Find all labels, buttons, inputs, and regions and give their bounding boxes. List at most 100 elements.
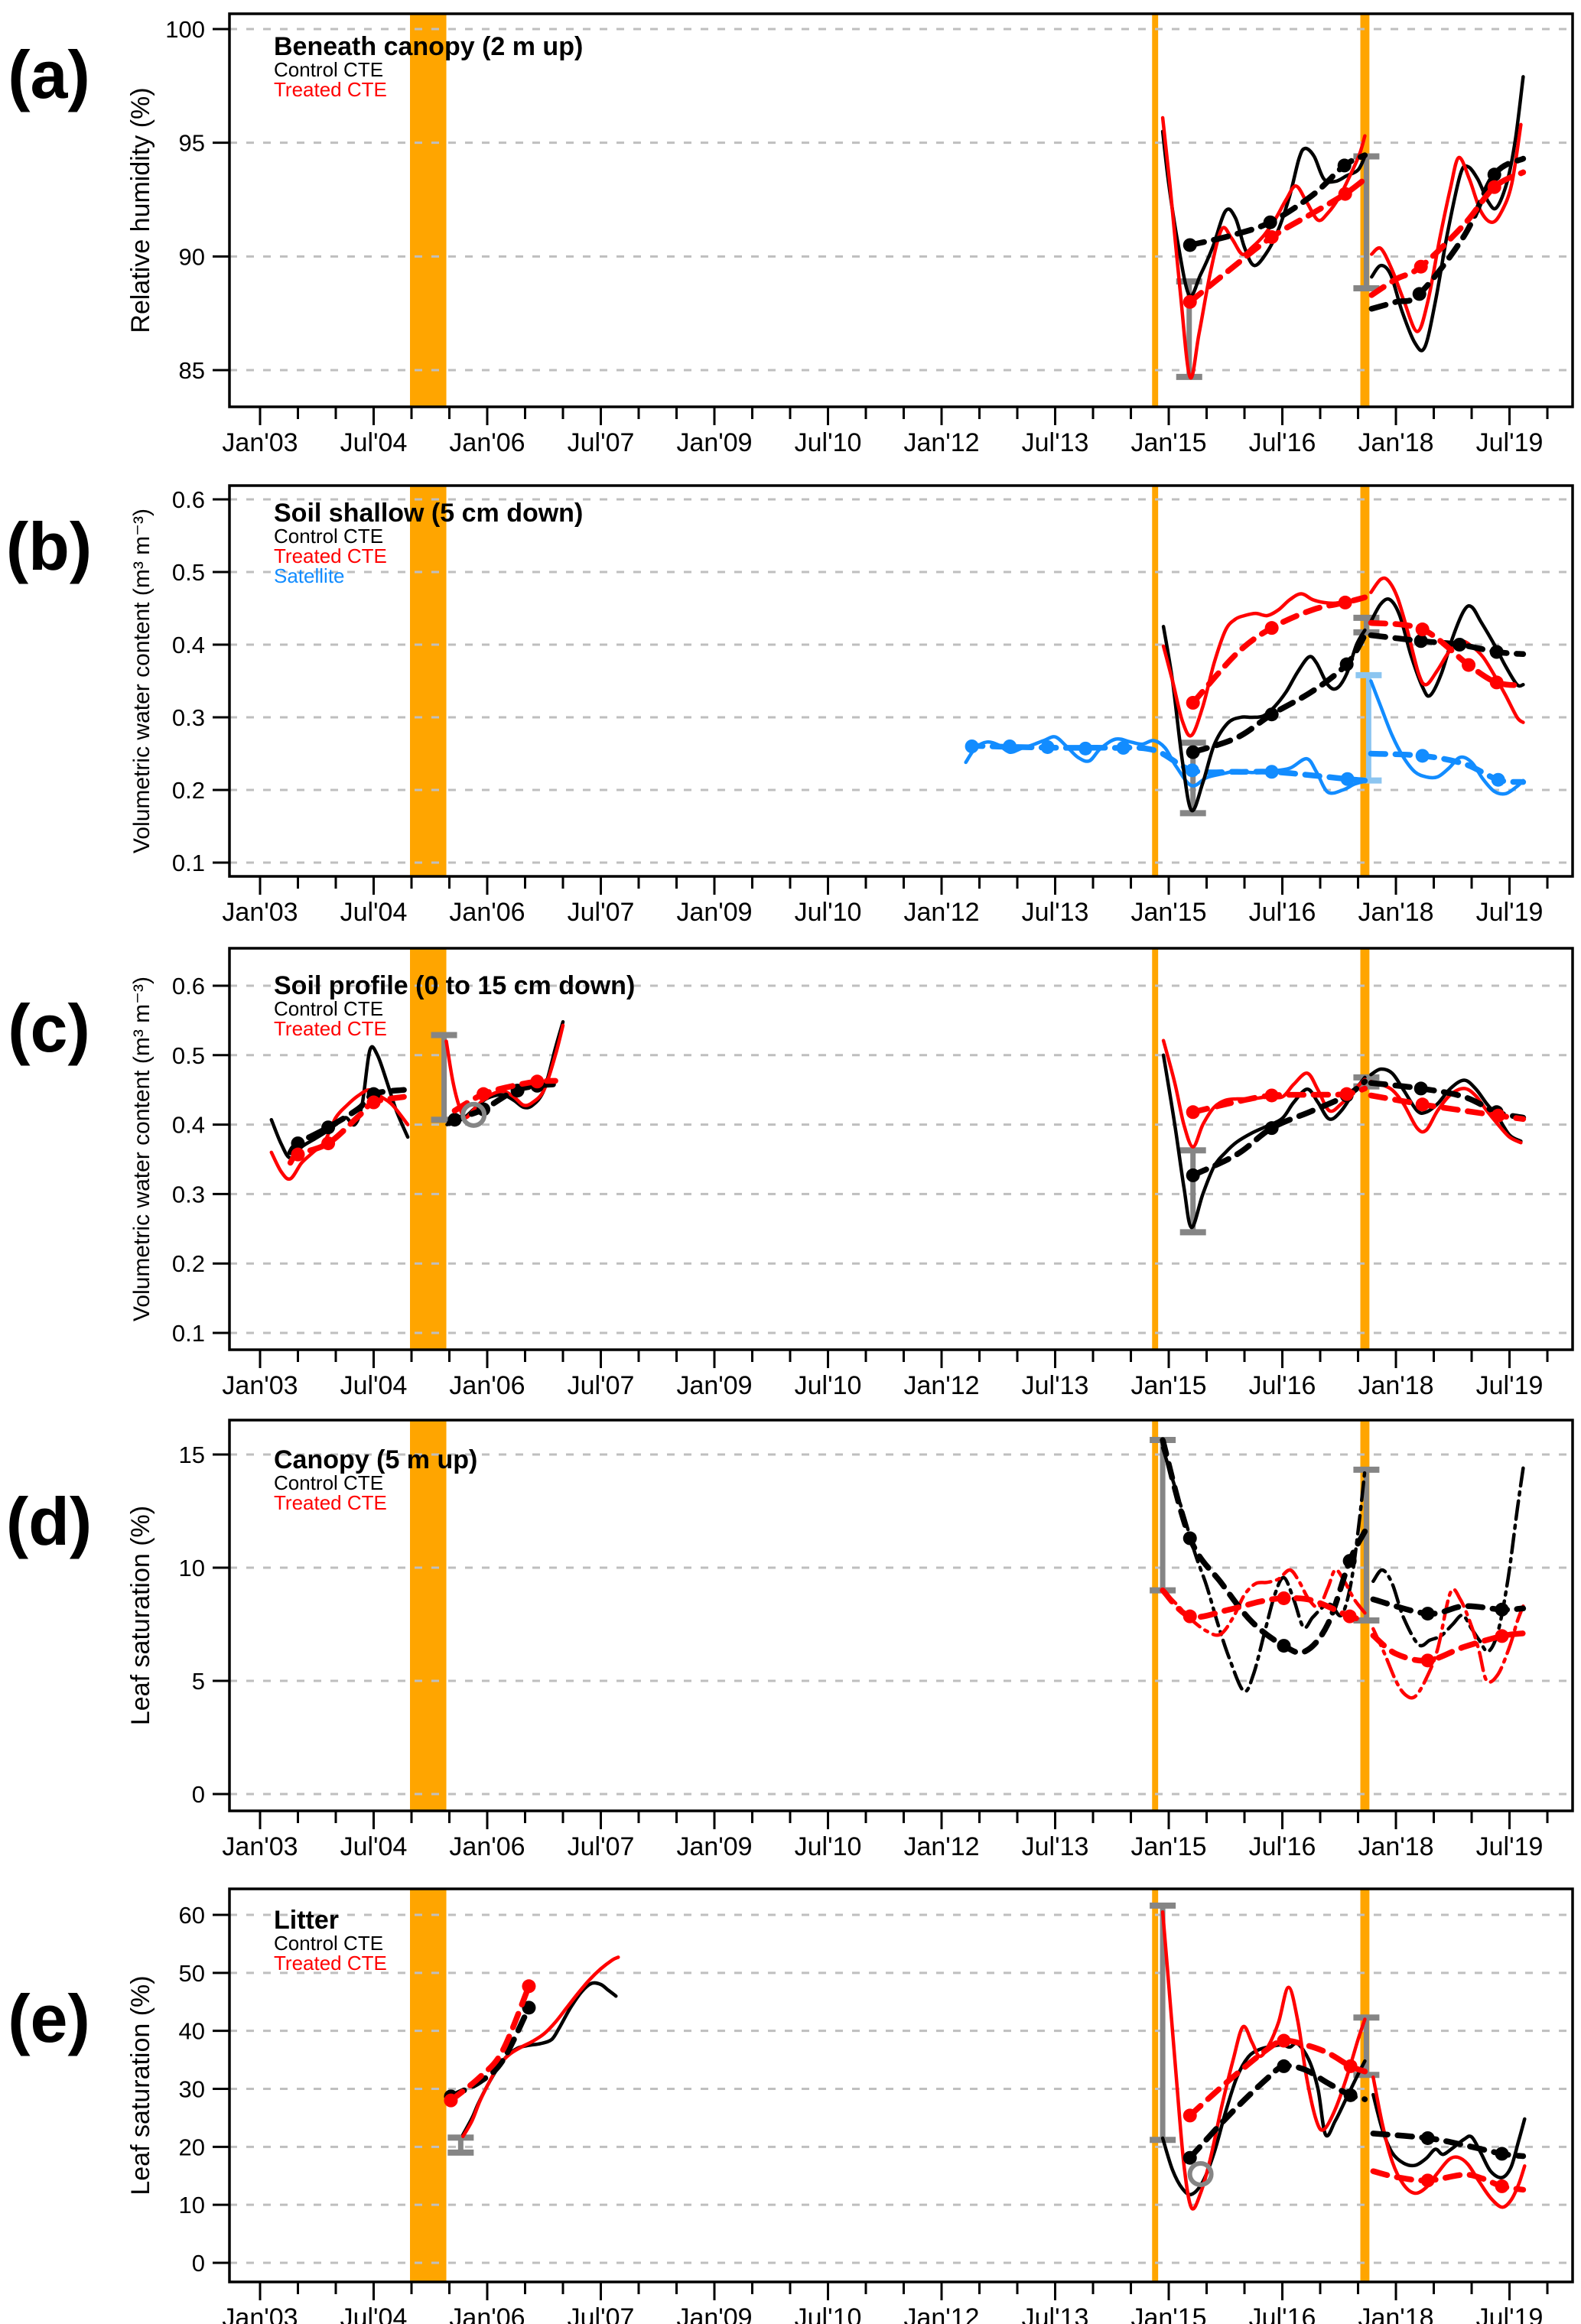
treatment-band-2 [1152, 486, 1159, 876]
series-treated-dashed-dot [1420, 1653, 1435, 1668]
series-control-dashed-dot [1489, 645, 1504, 659]
x-tick-label-Jul'10: Jul'10 [795, 1832, 862, 1860]
series-satellite-dashed-dot [1040, 739, 1055, 754]
series-control-solid-line [1160, 129, 1367, 298]
series-treated-dashed-dot [444, 2093, 458, 2108]
series-control-dashdot [1160, 1445, 1525, 1694]
x-tick-label-Jul'07: Jul'07 [568, 1832, 635, 1860]
panel-litter-chart: Jan'03 Jul'04 Jan'06 Jul'07 Jan'09 Jul'10 Jan'… [8, 1887, 1574, 2324]
series-treated-dashed-line [447, 1983, 532, 2104]
panel-litter: Jan'03 Jul'04 Jan'06 Jul'07 Jan'09 Jul'10 Jan'… [0, 1860, 1581, 2324]
series-control-dashdot-line [1160, 1445, 1367, 1694]
x-tick-label-Jul'19: Jul'19 [1476, 898, 1544, 927]
gray-open-circle [1187, 2160, 1214, 2187]
series-treated-dashed-dot [1495, 1629, 1509, 1643]
series-satellite-dashed-dot [1264, 765, 1279, 779]
x-tick-label-Jul'19: Jul'19 [1476, 2303, 1544, 2324]
series-control-dashed-dot [1413, 634, 1428, 648]
y-tick-label-90: 90 [179, 243, 205, 270]
series-satellite-solid-line [1369, 679, 1525, 796]
x-tick-label-Jan'12: Jan'12 [903, 428, 979, 457]
series-treated-solid-line [444, 1023, 565, 1120]
y-tick-label-60: 60 [179, 1902, 205, 1929]
gray-open-circle [460, 1101, 487, 1128]
series-treated-dashed-dot [321, 1136, 336, 1151]
panel-letter: (c) [8, 990, 90, 1066]
series-control-dashed-dot [447, 1113, 462, 1127]
series-control-dashed-dot [1420, 1607, 1435, 1621]
series-satellite-dashed-dot [965, 739, 979, 753]
series-treated-dashed-dot [1343, 2059, 1358, 2073]
series-treated-dashed-dot [1495, 2179, 1509, 2193]
x-tick-label-Jul'07: Jul'07 [568, 428, 635, 457]
series-treated-dashdot [1160, 1568, 1525, 1700]
legend-entry-treated-cte: Treated CTE [274, 1952, 387, 1975]
panel-canopy-chart: Jan'03 Jul'04 Jan'06 Jul'07 Jan'09 Jul'10 Jan'… [6, 1419, 1574, 1860]
x-tick-label-Jul'13: Jul'13 [1022, 1832, 1089, 1860]
x-tick-label-Jul'07: Jul'07 [568, 1371, 635, 1395]
series-control-dashed-dot [1487, 167, 1501, 182]
series-control-dashed-dot [1277, 2059, 1291, 2073]
y-tick-label-0.2: 0.2 [172, 1250, 205, 1277]
x-tick-label-Jan'15: Jan'15 [1130, 428, 1206, 457]
series-treated-dashed-dot [1186, 696, 1200, 710]
y-tick-label-0.1: 0.1 [172, 1320, 205, 1347]
series-treated-dashed-dot [1413, 259, 1428, 274]
series-treated-dashed-line [1186, 2037, 1368, 2119]
y-tick-label-50: 50 [179, 1960, 205, 1987]
panel-soil-profile: Jan'03 Jul'04 Jan'06 Jul'07 Jan'09 Jul'10 Jan'… [0, 930, 1581, 1395]
x-tick-label-Jan'18: Jan'18 [1358, 898, 1433, 927]
series-treated-dashed-line [1189, 1085, 1368, 1116]
panel-letter: (d) [6, 1484, 92, 1559]
series-treated-dashed-dot [1342, 1609, 1357, 1624]
x-tick-label-Jan'03: Jan'03 [222, 1371, 298, 1395]
x-tick-label-Jan'12: Jan'12 [903, 898, 979, 927]
legend-entry-treated-cte: Treated CTE [274, 78, 387, 101]
series-treated-dashed-dot [1339, 1087, 1354, 1101]
series-treated-dashed-dot [1420, 2173, 1435, 2188]
y-tick-label-5: 5 [192, 1668, 205, 1695]
x-tick-label-Jan'06: Jan'06 [449, 1371, 525, 1395]
series-control-solid-line [1370, 75, 1525, 353]
panel-beneath-canopy-chart: Jan'03 Jul'04 Jan'06 Jul'07 Jan'09 Jul'10 Jan'… [8, 12, 1574, 457]
y-tick-label-0.5: 0.5 [172, 1042, 205, 1069]
panel-soil-shallow: Jan'03 Jul'04 Jan'06 Jul'07 Jan'09 Jul'10 Jan'… [0, 465, 1581, 930]
series-treated-dashed-line [1186, 176, 1368, 305]
series-satellite-dashed-dot [1185, 763, 1199, 778]
panel-title: Soil profile (0 to 15 cm down) [274, 971, 635, 1000]
series-treated-dashed-dot [1415, 1097, 1430, 1112]
series-treated-dashed-line [1368, 169, 1527, 298]
x-tick-label-Jan'18: Jan'18 [1358, 428, 1433, 457]
x-tick-label-Jan'18: Jan'18 [1358, 1832, 1433, 1860]
panel-canopy: Jan'03 Jul'04 Jan'06 Jul'07 Jan'09 Jul'10 Jan'… [0, 1395, 1581, 1860]
treatment-band-1 [410, 486, 447, 876]
y-tick-label-30: 30 [179, 2076, 205, 2103]
series-treated-dashed-dot [1338, 187, 1352, 201]
error-bar-c-2 [1179, 1147, 1206, 1236]
treatment-band-3 [1360, 1889, 1370, 2282]
series-treated-dashed-line [1370, 1630, 1527, 1664]
x-tick-label-Jul'04: Jul'04 [340, 898, 408, 927]
x-tick-label-Jan'15: Jan'15 [1130, 2303, 1206, 2324]
series-control-dashed-dot [1277, 1639, 1291, 1653]
x-tick-label-Jan'09: Jan'09 [676, 1371, 752, 1395]
series-treated-dashed-dot [1415, 622, 1430, 637]
series-treated-dashed-dot [1182, 1609, 1197, 1624]
x-tick-label-Jul'04: Jul'04 [340, 1832, 408, 1860]
legend-entry-control-cte: Control CTE [274, 58, 383, 81]
series-control-dashed-dot [291, 1136, 305, 1151]
y-axis-title: Leaf saturation (%) [126, 1975, 155, 2195]
series-treated-dashed [1182, 169, 1527, 309]
series-control-dashed-dot [522, 2001, 536, 2015]
series-satellite-dashed-dot [1415, 749, 1430, 763]
x-tick-label-Jan'06: Jan'06 [449, 2303, 525, 2324]
series-treated-solid [269, 1023, 1523, 1182]
x-tick-label-Jul'19: Jul'19 [1476, 428, 1544, 457]
y-tick-label-0.6: 0.6 [172, 973, 205, 999]
series-treated-dashed-dot [1264, 230, 1279, 245]
y-tick-label-10: 10 [179, 2192, 205, 2218]
series-control-dashed-dot [1339, 657, 1354, 671]
treatment-band-1 [410, 1420, 447, 1811]
series-treated-dashed-dot [1264, 621, 1279, 635]
y-axis-title: Leaf saturation (%) [126, 1506, 155, 1725]
